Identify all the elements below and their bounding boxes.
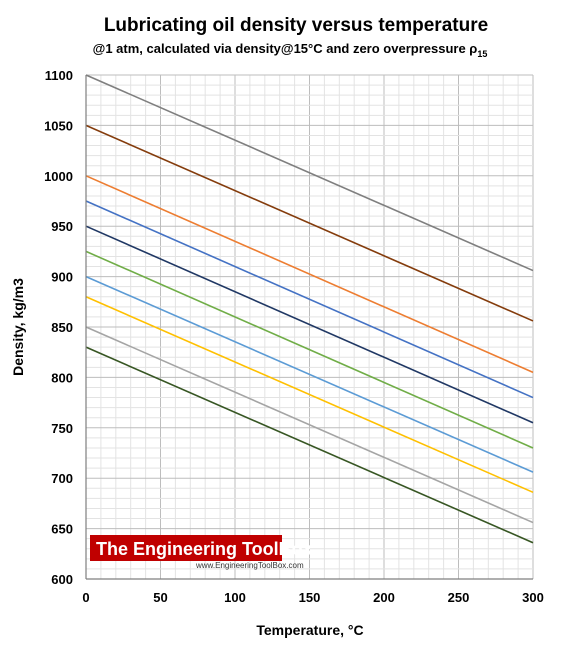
y-axis-label: Density, kg/m3 (10, 278, 26, 376)
x-tick-labels: 0 50 100 150 200 250 300 (82, 590, 543, 605)
watermark-box (90, 535, 282, 561)
y-tick-label: 1100 (45, 68, 73, 83)
axes (85, 75, 533, 580)
chart-subtitle-text: @1 atm, calculated via density@15°C and … (93, 41, 478, 56)
y-tick-label: 900 (51, 270, 73, 285)
y-tick-label: 700 (51, 471, 73, 486)
y-tick-label: 650 (51, 522, 73, 537)
x-tick-label: 200 (373, 590, 395, 605)
chart-subtitle: @1 atm, calculated via density@15°C and … (93, 41, 488, 59)
y-tick-label: 750 (51, 421, 73, 436)
series-line-9 (85, 326, 534, 524)
watermark-title: The Engineering ToolBox (96, 539, 313, 559)
y-tick-label: 800 (51, 370, 73, 385)
x-tick-label: 300 (522, 590, 544, 605)
chart-subtitle-subscript: 15 (477, 49, 487, 59)
series-line-1 (85, 74, 534, 272)
series-line-7 (85, 275, 534, 473)
chart-title: Lubricating oil density versus temperatu… (104, 15, 488, 36)
watermark-url: www.EngineeringToolBox.com (195, 561, 304, 570)
x-axis-label: Temperature, °C (256, 622, 363, 638)
series-line-6 (85, 250, 534, 449)
series-lines (85, 74, 534, 544)
y-tick-labels: 600 650 700 750 800 850 900 950 1000 1050 1100 (44, 68, 73, 587)
series-line-10 (85, 346, 534, 544)
y-tick-label: 600 (51, 572, 73, 587)
x-tick-label: 100 (224, 590, 246, 605)
watermark: The Engineering ToolBox www.EngineeringT… (90, 535, 313, 570)
series-line-5 (85, 225, 534, 424)
y-tick-label: 850 (51, 320, 73, 335)
y-tick-label: 1050 (44, 118, 73, 133)
series-line-8 (85, 296, 534, 494)
grid (85, 74, 534, 580)
y-tick-label: 950 (51, 219, 73, 234)
series-line-2 (85, 124, 534, 322)
x-tick-label: 50 (153, 590, 167, 605)
series-line-3 (85, 175, 534, 374)
series-line-4 (85, 200, 534, 399)
y-tick-label: 1000 (44, 169, 73, 184)
x-tick-label: 150 (299, 590, 321, 605)
x-tick-label: 0 (82, 590, 89, 605)
x-tick-label: 250 (448, 590, 470, 605)
